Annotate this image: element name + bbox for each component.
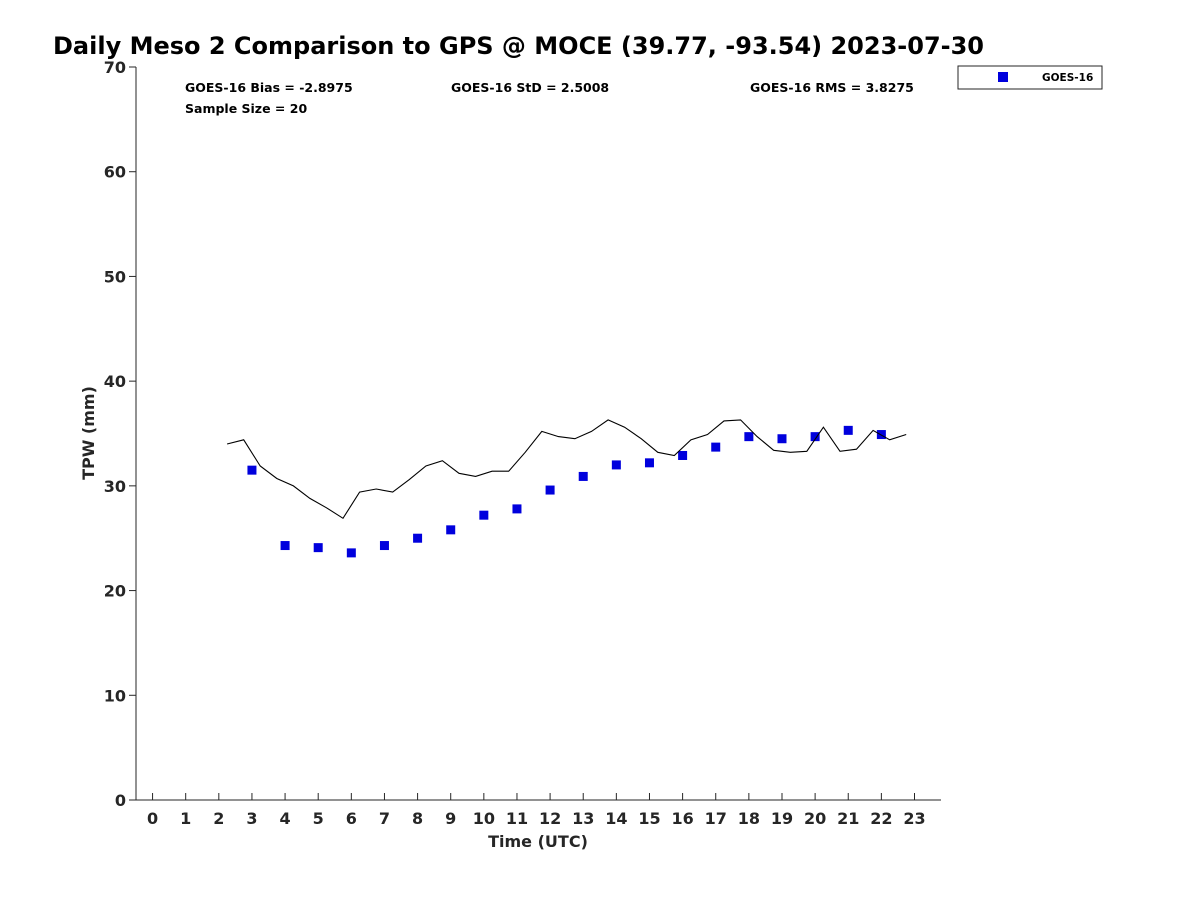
x-tick-label: 17 [705, 809, 727, 828]
x-tick-label: 15 [638, 809, 660, 828]
x-tick-label: 2 [213, 809, 224, 828]
x-tick-label: 18 [738, 809, 760, 828]
goes16-point [512, 504, 522, 514]
goes16-point [280, 541, 290, 551]
y-tick-label: 0 [115, 791, 126, 810]
goes16-point [446, 525, 456, 535]
goes16-point [479, 510, 489, 520]
x-axis-label: Time (UTC) [488, 832, 588, 851]
series-layer [226, 419, 907, 558]
goes16-point [413, 533, 423, 543]
y-axis-label: TPW (mm) [79, 386, 98, 480]
y-ticks: 0 10 20 30 40 50 60 70 [104, 58, 136, 810]
rms-stat: GOES-16 RMS = 3.8275 [750, 80, 914, 95]
x-tick-label: 4 [280, 809, 291, 828]
legend-marker [998, 72, 1008, 82]
goes16-point [810, 432, 820, 442]
x-tick-label: 1 [180, 809, 191, 828]
x-tick-label: 8 [412, 809, 423, 828]
goes16-point [777, 434, 787, 444]
sample-size-stat: Sample Size = 20 [185, 101, 307, 116]
y-tick-label: 70 [104, 58, 126, 77]
x-tick-label: 16 [671, 809, 693, 828]
plot-area [135, 67, 941, 801]
goes16-point [545, 485, 555, 495]
x-tick-label: 20 [804, 809, 826, 828]
y-tick-label: 10 [104, 686, 126, 705]
x-tick-label: 0 [147, 809, 158, 828]
y-tick-label: 60 [104, 163, 126, 182]
x-tick-label: 5 [313, 809, 324, 828]
x-tick-label: 7 [379, 809, 390, 828]
x-ticks: 0 1 2 3 4 5 6 7 8 9 10 11 12 13 14 15 16 17 18 19 20 21 22 23 [147, 793, 926, 828]
goes16-point [678, 450, 688, 460]
x-tick-label: 21 [837, 809, 859, 828]
goes16-point [843, 425, 853, 435]
y-tick-label: 30 [104, 477, 126, 496]
goes16-point [578, 471, 588, 481]
goes16-point [313, 543, 323, 553]
x-tick-label: 22 [870, 809, 892, 828]
x-tick-label: 10 [473, 809, 495, 828]
bias-stat: GOES-16 Bias = -2.8975 [185, 80, 353, 95]
x-tick-label: 11 [506, 809, 528, 828]
goes16-point [379, 541, 389, 551]
x-tick-label: 23 [903, 809, 925, 828]
legend: GOES-16 [957, 65, 1103, 90]
x-tick-label: 19 [771, 809, 793, 828]
goes16-point [744, 432, 754, 442]
goes16-point [247, 465, 257, 475]
gps-tpw-line [226, 419, 907, 520]
x-tick-label: 6 [346, 809, 357, 828]
x-tick-label: 13 [572, 809, 594, 828]
goes16-point [346, 548, 356, 558]
goes16-point [644, 458, 654, 468]
x-tick-label: 12 [539, 809, 561, 828]
x-tick-label: 3 [246, 809, 257, 828]
y-tick-label: 50 [104, 267, 126, 286]
y-tick-label: 40 [104, 372, 126, 391]
std-stat: GOES-16 StD = 2.5008 [451, 80, 609, 95]
goes16-point [611, 460, 621, 470]
chart-title: Daily Meso 2 Comparison to GPS @ MOCE (3… [53, 32, 984, 60]
legend-box [957, 65, 1103, 90]
x-tick-label: 14 [605, 809, 627, 828]
goes16-point [711, 442, 721, 452]
x-tick-label: 9 [445, 809, 456, 828]
y-tick-label: 20 [104, 582, 126, 601]
legend-label: GOES-16 [1042, 72, 1093, 84]
